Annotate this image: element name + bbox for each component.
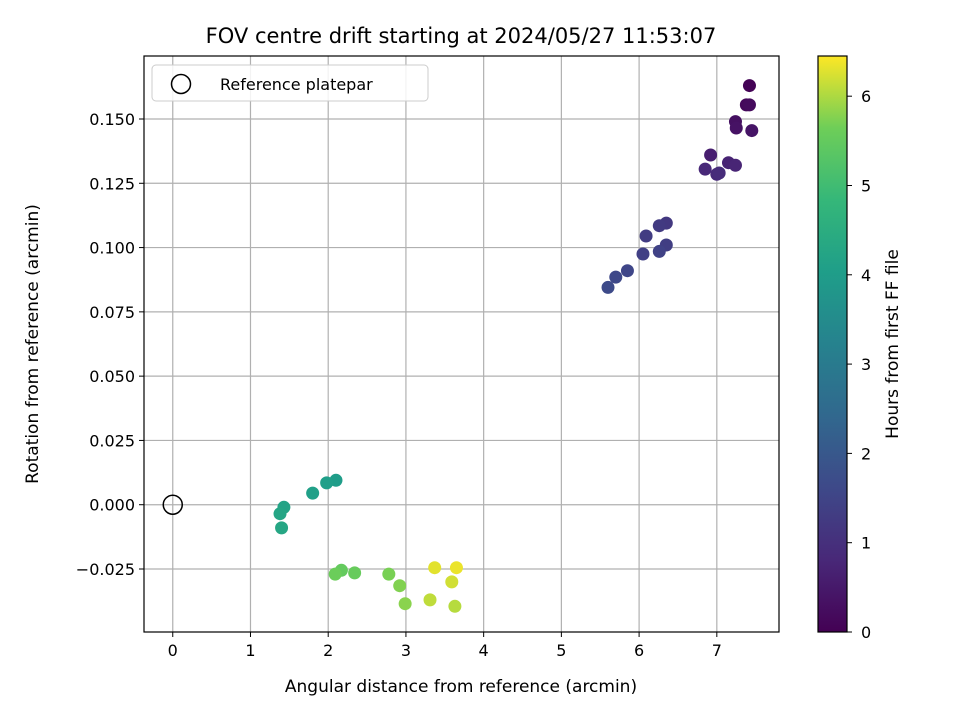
x-tick-label: 7 xyxy=(712,641,722,660)
data-point xyxy=(449,561,463,575)
colorbar-tick-label: 6 xyxy=(861,87,871,106)
colorbar-tick-label: 1 xyxy=(861,534,871,553)
x-tick-label: 4 xyxy=(479,641,489,660)
data-point xyxy=(639,229,653,243)
y-axis-ticks: −0.025 0.000 0.025 0.050 0.075 0.100 0.125 0.15… xyxy=(76,110,144,579)
x-tick-label: 6 xyxy=(634,641,644,660)
data-point xyxy=(704,148,718,162)
data-point xyxy=(273,507,287,521)
colorbar-label: Hours from first FF file xyxy=(883,249,903,439)
x-tick-label: 0 xyxy=(168,641,178,660)
x-tick-label: 1 xyxy=(245,641,255,660)
data-point xyxy=(636,247,650,261)
colorbar-tick-label: 5 xyxy=(861,176,871,195)
plot-frame xyxy=(143,55,780,633)
data-point xyxy=(620,264,634,278)
colorbar: 0 1 2 3 4 5 6 Hours from first FF file xyxy=(817,55,903,642)
data-point xyxy=(348,566,362,580)
data-point xyxy=(728,158,742,172)
colorbar-gradient xyxy=(817,55,848,633)
x-tick-label: 5 xyxy=(556,641,566,660)
grid xyxy=(144,56,779,632)
data-point xyxy=(445,575,459,589)
y-tick-label: 0.025 xyxy=(89,431,135,450)
y-tick-label: 0.100 xyxy=(89,239,135,258)
y-tick-label: 0.150 xyxy=(89,110,135,129)
y-tick-label: 0.125 xyxy=(89,174,135,193)
y-tick-label: 0.000 xyxy=(89,496,135,515)
y-tick-label: 0.050 xyxy=(89,367,135,386)
data-point xyxy=(742,98,756,112)
reference-platepar-marker xyxy=(162,494,184,515)
data-point xyxy=(320,476,334,490)
data-point xyxy=(745,124,759,138)
data-point xyxy=(382,567,396,581)
x-axis-ticks: 0 1 2 3 4 5 6 7 xyxy=(168,632,722,660)
colorbar-tick-label: 4 xyxy=(861,266,871,285)
x-axis-label: Angular distance from reference (arcmin) xyxy=(285,677,637,697)
x-tick-label: 3 xyxy=(401,641,411,660)
data-points xyxy=(273,79,759,613)
data-point xyxy=(428,561,442,575)
data-point xyxy=(328,567,342,581)
y-axis-label: Rotation from reference (arcmin) xyxy=(23,204,43,484)
y-tick-label: −0.025 xyxy=(76,560,135,579)
data-point xyxy=(448,599,462,613)
colorbar-ticks: 0 1 2 3 4 5 6 xyxy=(847,87,871,642)
colorbar-tick-label: 2 xyxy=(861,444,871,463)
data-point xyxy=(609,270,623,284)
data-point xyxy=(601,280,615,294)
data-point xyxy=(306,486,320,500)
data-point xyxy=(652,244,666,258)
data-point xyxy=(423,593,437,607)
legend: Reference platepar xyxy=(151,64,429,102)
data-point xyxy=(275,521,289,535)
data-point xyxy=(652,219,666,233)
legend-label: Reference platepar xyxy=(220,75,373,94)
data-point xyxy=(712,166,726,180)
legend-marker-icon xyxy=(170,73,192,95)
data-point xyxy=(729,121,743,135)
data-point xyxy=(398,597,412,611)
chart-title: FOV centre drift starting at 2024/05/27 … xyxy=(206,24,717,48)
data-point xyxy=(742,79,756,93)
y-tick-label: 0.075 xyxy=(89,303,135,322)
data-point xyxy=(698,162,712,176)
x-tick-label: 2 xyxy=(323,641,333,660)
colorbar-tick-label: 3 xyxy=(861,355,871,374)
colorbar-tick-label: 0 xyxy=(861,623,871,642)
legend-box xyxy=(151,64,429,102)
data-point xyxy=(393,579,407,593)
